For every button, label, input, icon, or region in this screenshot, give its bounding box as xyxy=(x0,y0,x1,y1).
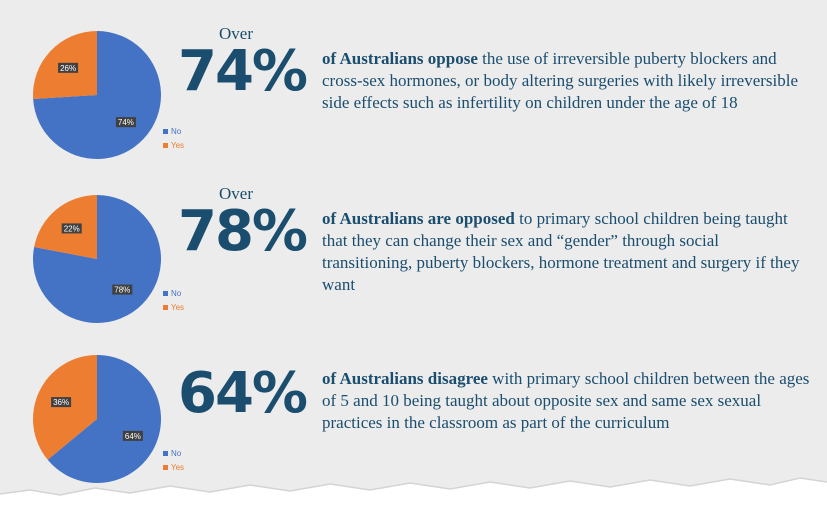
legend-swatch-no xyxy=(163,450,168,456)
stat-row-2: 78% 22% No Yes Over 78% of Australians ar… xyxy=(0,184,827,344)
big-percent-1: 74% xyxy=(178,39,308,104)
legend-label-no: No xyxy=(171,288,182,298)
data-label: 78% xyxy=(114,286,130,295)
stat-row-3: 64% 36% No Yes 64% of Australians disagre… xyxy=(0,344,827,504)
data-label: 22% xyxy=(64,224,80,233)
pie-slice-no xyxy=(47,355,162,483)
data-label-bg xyxy=(51,397,72,408)
over-label-1: Over xyxy=(219,24,253,43)
legend-1: No Yes xyxy=(163,124,184,152)
data-label-bg xyxy=(122,430,143,441)
legend-item-no: No xyxy=(163,124,184,138)
legend-label-yes: Yes xyxy=(171,140,185,150)
stat-rest-1: the use of irreversible puberty blockers… xyxy=(322,49,799,112)
legend-item-no: No xyxy=(163,446,184,460)
big-percent-3: 64% xyxy=(178,361,308,426)
pie-chart-3: 64% 36% xyxy=(22,344,172,494)
torn-paper-edge xyxy=(0,477,827,524)
legend-label-yes: Yes xyxy=(171,462,185,472)
data-label: 36% xyxy=(53,398,69,407)
legend-swatch-yes xyxy=(163,142,168,148)
legend-2: No Yes xyxy=(163,286,184,314)
over-label-2: Over xyxy=(219,184,253,203)
legend-3: No Yes xyxy=(163,446,184,474)
data-label-bg xyxy=(112,284,133,295)
data-label: 74% xyxy=(118,118,134,127)
stat-description-1: of Australians oppose the use of irrever… xyxy=(322,48,812,114)
stat-bold-3: of Australians disagree xyxy=(322,369,488,388)
stat-bold-2: of Australians are opposed xyxy=(322,209,515,228)
stat-description-3: of Australians disagree with primary sch… xyxy=(322,368,812,434)
legend-label-no: No xyxy=(171,448,182,458)
legend-swatch-no xyxy=(163,290,168,296)
data-label-bg xyxy=(61,223,82,234)
stat-description-2: of Australians are opposed to primary sc… xyxy=(322,208,812,296)
pie-chart-1: 74% 26% xyxy=(22,20,172,170)
legend-item-no: No xyxy=(163,286,184,300)
legend-swatch-yes xyxy=(163,304,168,310)
data-label-bg xyxy=(115,117,136,128)
pie-slice-yes xyxy=(32,355,97,460)
data-label: 26% xyxy=(60,64,76,73)
pie-svg-3: 64% 36% xyxy=(32,355,162,483)
stat-rest-2: to primary school children being taught … xyxy=(322,209,800,294)
legend-item-yes: Yes xyxy=(163,300,184,314)
pie-svg-1: 74% 26% xyxy=(33,31,161,159)
legend-item-yes: Yes xyxy=(163,138,184,152)
data-label-bg xyxy=(58,62,79,73)
stat-rest-3: with primary school children between the… xyxy=(322,369,810,432)
legend-item-yes: Yes xyxy=(163,460,184,474)
big-percent-2: 78% xyxy=(178,199,308,264)
data-label: 64% xyxy=(125,432,141,441)
stat-row-1: 74% 26% No Yes Over 74% of Australians op… xyxy=(0,20,827,180)
stat-bold-1: of Australians oppose xyxy=(322,49,478,68)
legend-label-no: No xyxy=(171,126,182,136)
legend-swatch-no xyxy=(163,128,168,134)
legend-swatch-yes xyxy=(163,464,168,470)
legend-label-yes: Yes xyxy=(171,302,185,312)
pie-svg-2: 78% 22% xyxy=(33,195,161,323)
pie-chart-2: 78% 22% xyxy=(22,184,172,334)
